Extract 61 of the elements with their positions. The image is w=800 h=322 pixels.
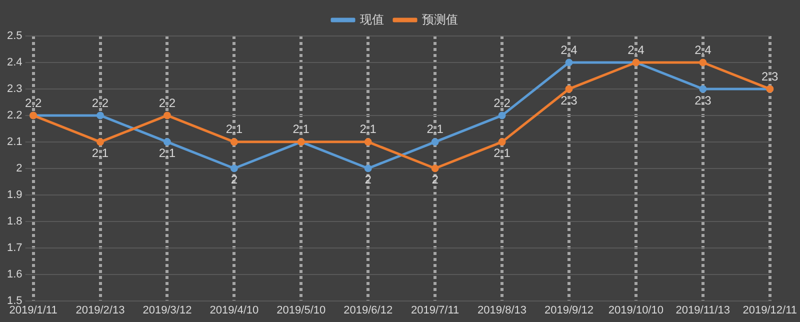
data-label: 2.4 — [628, 42, 645, 57]
x-tick-label: 2019/7/11 — [411, 304, 460, 316]
point — [498, 112, 506, 120]
x-tick-label: 2019/12/11 — [742, 304, 798, 316]
x-tick-label: 2019/9/12 — [544, 304, 594, 316]
data-label: 2.2 — [92, 96, 109, 110]
data-label: 2.2 — [158, 96, 176, 110]
y-tick-label: 2.2 — [6, 109, 22, 122]
point — [364, 138, 372, 146]
y-tick-label: 1.6 — [6, 268, 22, 280]
point — [364, 164, 372, 172]
data-label: 2.3 — [560, 93, 578, 108]
legend-label: 预测值 — [422, 12, 458, 26]
point — [96, 138, 104, 146]
data-label: 2.2 — [494, 96, 511, 110]
data-label: 2.3 — [762, 69, 779, 84]
point — [431, 164, 439, 172]
x-tick-label: 2019/2/13 — [76, 304, 125, 316]
y-tick-label: 2.1 — [6, 136, 22, 148]
y-tick-label: 1.5 — [6, 294, 22, 307]
point — [699, 58, 707, 66]
y-tick-label: 2.4 — [6, 56, 22, 69]
y-tick-label: 1.9 — [6, 188, 22, 201]
data-label: 2 — [432, 172, 439, 187]
point — [565, 58, 573, 66]
point — [230, 164, 238, 172]
data-label: 2.1 — [494, 146, 511, 160]
data-label: 2.1 — [292, 122, 310, 136]
x-tick-label: 2019/8/13 — [478, 304, 526, 316]
data-label: 2.1 — [158, 146, 176, 160]
y-tick-label: 2.3 — [6, 82, 22, 95]
legend-label: 现值 — [360, 12, 384, 26]
y-tick-label: 2.5 — [6, 30, 22, 42]
point — [699, 85, 707, 93]
data-label: 2.1 — [92, 146, 109, 160]
data-label: 2.4 — [560, 42, 578, 57]
y-tick-label: 2 — [16, 162, 22, 174]
x-tick-label: 2019/1/11 — [9, 304, 58, 316]
point — [498, 138, 506, 146]
y-tick-label: 1.8 — [6, 215, 22, 228]
x-tick-label: 2019/6/12 — [344, 304, 393, 316]
x-tick-label: 2019/4/10 — [210, 304, 259, 316]
data-label: 2.1 — [226, 122, 243, 136]
data-label: 2.3 — [694, 93, 712, 108]
data-label: 2.2 — [24, 96, 42, 110]
point — [163, 138, 171, 146]
data-label: 2 — [230, 172, 238, 187]
y-tick-label: 1.7 — [6, 242, 22, 254]
point — [96, 112, 104, 120]
data-label: 2.1 — [426, 122, 444, 136]
point — [565, 85, 573, 93]
x-tick-label: 2019/3/12 — [142, 304, 192, 316]
x-tick-label: 2019/11/13 — [676, 304, 730, 316]
point — [230, 138, 238, 146]
x-tick-label: 2019/5/10 — [276, 304, 326, 316]
point — [163, 112, 171, 120]
data-label: 2.1 — [360, 122, 377, 136]
point — [431, 138, 439, 146]
data-label: 2.4 — [694, 42, 712, 57]
data-label: 2 — [364, 172, 372, 187]
x-tick-label: 2019/10/10 — [608, 304, 664, 316]
